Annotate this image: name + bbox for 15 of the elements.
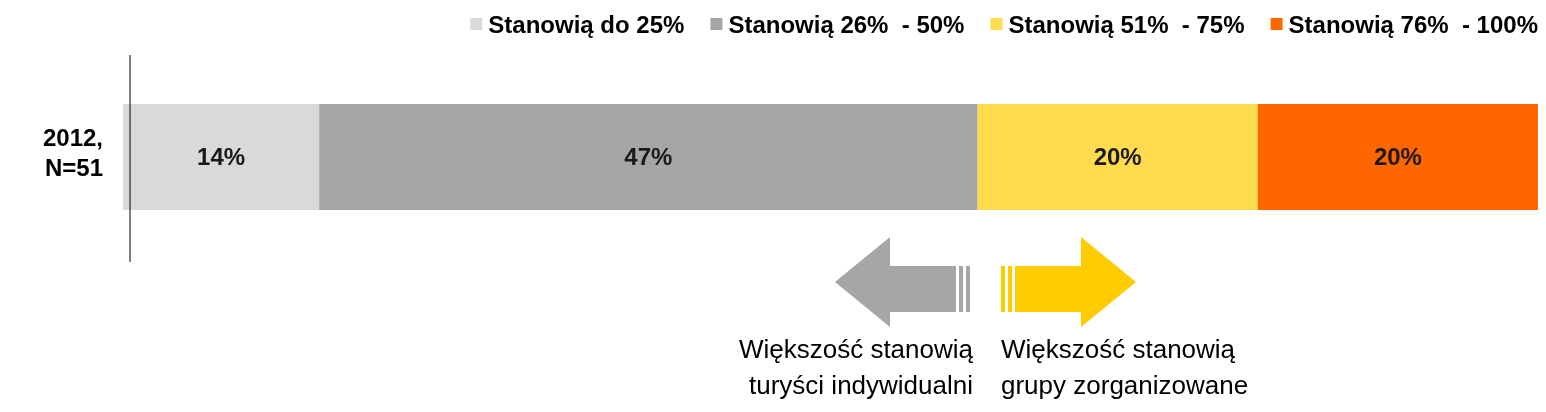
data-label: 47% — [624, 143, 673, 171]
bar — [1257, 104, 1538, 210]
data-label: 20% — [1373, 143, 1422, 171]
bar — [319, 104, 978, 210]
legend-label: Stanowią 76% - 100% — [1288, 11, 1538, 38]
y-tick-label: 2012, N=51 — [42, 124, 103, 181]
bar — [977, 104, 1258, 210]
text: Większość stanowią grupy zorganizowane — [1001, 334, 1249, 400]
data-label: 14% — [197, 143, 246, 171]
data-label: 20% — [1093, 143, 1142, 171]
legend-label: Stanowią 26% - 50% — [728, 11, 965, 38]
bar — [123, 104, 320, 210]
legend-label: Stanowią do 25% — [488, 11, 685, 38]
legend-label: Stanowią 51% - 75% — [1008, 11, 1245, 38]
text: Większość stanowią turyści indywidualni — [738, 334, 974, 400]
